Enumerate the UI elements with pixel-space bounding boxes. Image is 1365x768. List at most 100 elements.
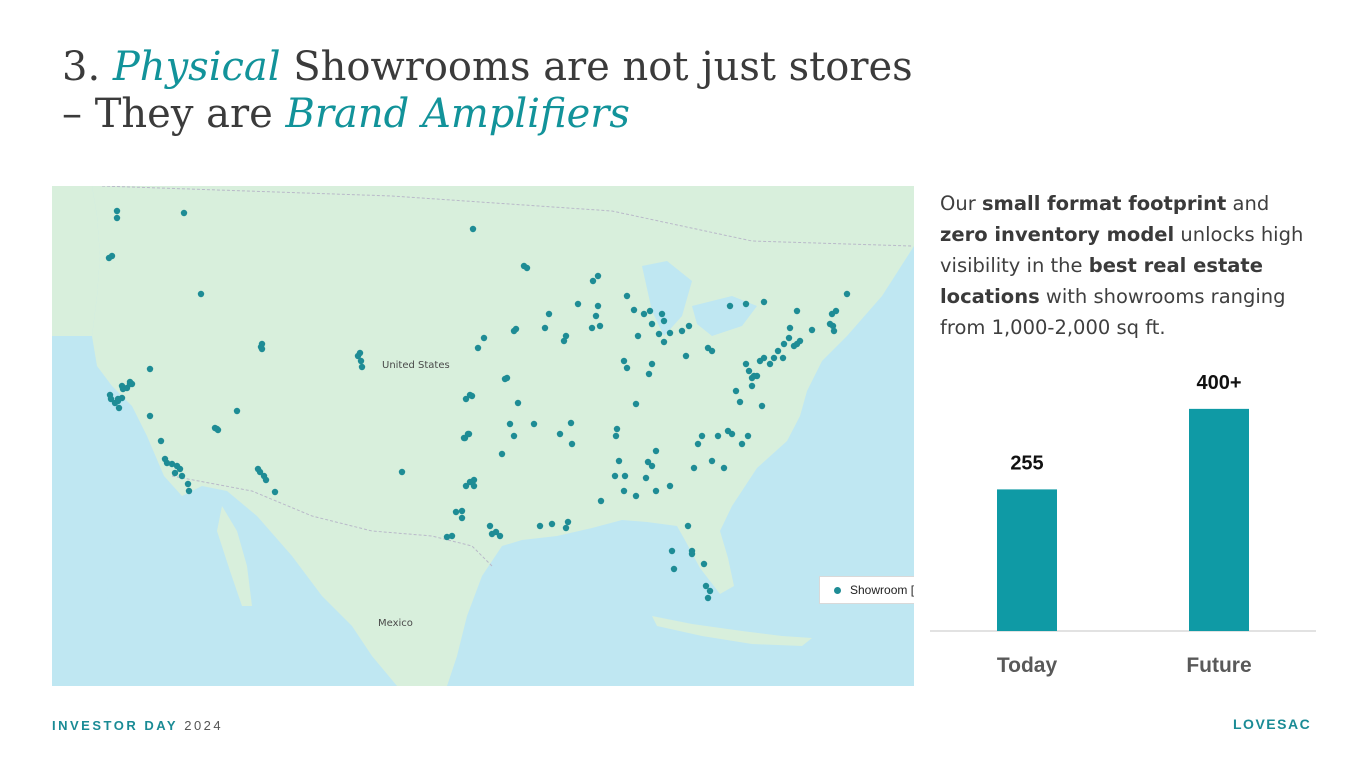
showroom-marker: [105, 254, 113, 262]
showroom-marker: [114, 395, 122, 403]
showroom-marker: [648, 320, 656, 328]
showroom-marker: [470, 482, 478, 490]
title-line2-prefix: – They are: [62, 91, 286, 137]
tick-label-today: Today: [997, 654, 1058, 677]
showroom-marker: [704, 344, 712, 352]
great-lakes-east: [692, 296, 757, 336]
showroom-marker: [685, 322, 693, 330]
tick-label-future: Future: [1186, 654, 1251, 677]
legend-label: Showroom [255]: [850, 583, 914, 597]
showroom-marker: [180, 209, 188, 217]
showroom-marker: [621, 472, 629, 480]
showroom-marker: [510, 432, 518, 440]
bar-today: [997, 489, 1057, 631]
showroom-marker: [589, 277, 597, 285]
showroom-marker: [704, 594, 712, 602]
mexico-border: [171, 475, 493, 567]
showroom-map[interactable]: United States Mexico Showroom [255]: [52, 186, 914, 686]
showroom-marker: [742, 300, 750, 308]
showroom-marker: [668, 547, 676, 555]
title-accent-physical: Physical: [112, 44, 281, 90]
showroom-marker: [271, 488, 279, 496]
showroom-marker: [808, 326, 816, 334]
showroom-marker: [690, 464, 698, 472]
showroom-marker: [760, 298, 768, 306]
showroom-marker: [185, 487, 193, 495]
desc-part-1: Our: [940, 192, 982, 215]
showroom-marker: [732, 387, 740, 395]
showroom-marker: [468, 392, 476, 400]
showroom-marker: [163, 459, 171, 467]
showroom-marker: [714, 432, 722, 440]
showroom-marker: [358, 363, 366, 371]
showroom-marker: [724, 427, 732, 435]
desc-bold-2: zero inventory model: [940, 223, 1175, 246]
showroom-marker: [233, 407, 241, 415]
showroom-marker: [745, 367, 753, 375]
showroom-marker: [620, 357, 628, 365]
showroom-marker: [652, 447, 660, 455]
showroom-marker: [596, 322, 604, 330]
data-label-today: 255: [1010, 452, 1043, 474]
showroom-marker: [462, 482, 470, 490]
baja-peninsula: [217, 506, 252, 606]
description-text: Our small format footprint and zero inve…: [940, 188, 1320, 343]
showroom-marker: [793, 307, 801, 315]
showroom-marker: [470, 476, 478, 484]
showroom-marker: [738, 440, 746, 448]
showroom-marker: [560, 337, 568, 345]
showroom-marker: [262, 476, 270, 484]
desc-part-3: unlocks high visibility in the: [940, 223, 1304, 277]
showroom-marker: [756, 357, 764, 365]
showroom-marker: [644, 458, 652, 466]
showroom-marker: [623, 292, 631, 300]
showroom-bar-chart: 255 Today 400+ Future: [930, 372, 1316, 677]
showroom-marker: [503, 374, 511, 382]
showroom-marker: [171, 469, 179, 477]
showroom-marker: [146, 365, 154, 373]
canada-border: [101, 186, 913, 247]
showroom-marker: [562, 332, 570, 340]
showroom-marker: [536, 522, 544, 530]
showroom-marker: [567, 419, 575, 427]
showroom-marker: [564, 518, 572, 526]
showroom-marker: [708, 457, 716, 465]
showroom-marker: [843, 290, 851, 298]
showroom-marker: [354, 352, 362, 360]
showroom-marker: [779, 354, 787, 362]
land-west: [52, 186, 100, 336]
showroom-marker: [256, 468, 264, 476]
showroom-marker: [523, 264, 531, 272]
showroom-marker: [655, 330, 663, 338]
showroom-marker: [670, 565, 678, 573]
showroom-marker: [594, 302, 602, 310]
showroom-marker: [796, 337, 804, 345]
showroom-marker: [660, 317, 668, 325]
showroom-marker: [113, 214, 121, 222]
legend-marker-icon: [834, 586, 841, 594]
showroom-marker: [642, 474, 650, 482]
showroom-marker: [678, 327, 686, 335]
showroom-marker: [694, 440, 702, 448]
showroom-marker: [146, 412, 154, 420]
pacific-coast: [52, 426, 112, 686]
showroom-marker: [620, 487, 628, 495]
showroom-marker: [157, 437, 165, 445]
showroom-marker: [748, 382, 756, 390]
showroom-marker: [258, 340, 266, 348]
showroom-marker: [666, 329, 674, 337]
showroom-marker: [634, 332, 642, 340]
showroom-marker: [448, 532, 456, 540]
showroom-marker: [465, 430, 473, 438]
showroom-marker: [785, 334, 793, 342]
showroom-marker: [758, 402, 766, 410]
showroom-marker: [630, 306, 638, 314]
showroom-marker: [496, 532, 504, 540]
caribbean-islands: [652, 616, 812, 646]
showroom-marker: [645, 370, 653, 378]
showroom-marker: [750, 372, 758, 380]
showroom-marker: [492, 528, 500, 536]
showroom-marker: [613, 425, 621, 433]
map-canvas: [52, 186, 914, 686]
showroom-marker: [474, 344, 482, 352]
